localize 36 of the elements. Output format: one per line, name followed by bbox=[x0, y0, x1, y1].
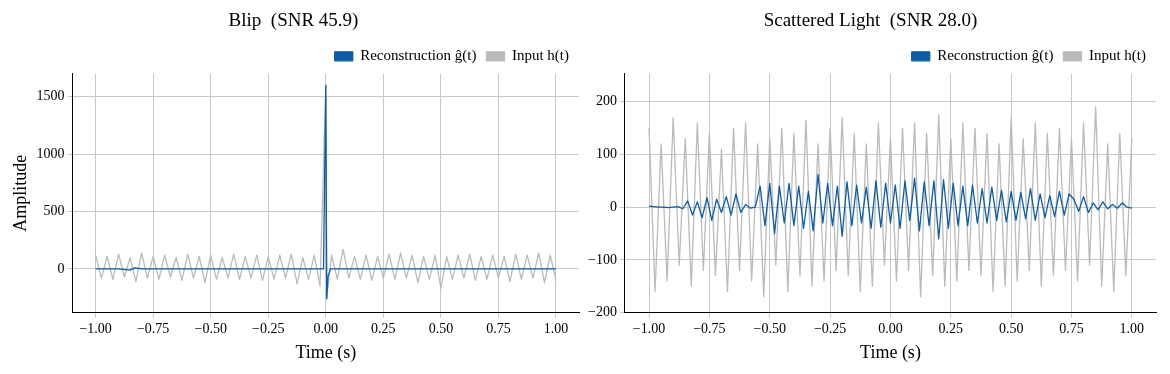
x-axis-title: Time (s) bbox=[860, 341, 921, 363]
legend-label: Input h(t) bbox=[1088, 47, 1147, 65]
x-tick-label: −0.75 bbox=[136, 320, 170, 336]
x-tick-label: 1.00 bbox=[543, 320, 569, 336]
x-tick-label: −0.75 bbox=[693, 320, 726, 336]
x-tick-label: 0.00 bbox=[878, 320, 903, 336]
x-tick-label: 0.50 bbox=[428, 320, 454, 336]
x-tick-label: −0.25 bbox=[252, 320, 285, 336]
y-axis-title: Amplitude bbox=[9, 154, 30, 232]
x-tick-label: −0.50 bbox=[753, 320, 786, 336]
y-tick-label: 0 bbox=[57, 260, 65, 276]
legend-label: Reconstruction ĝ(t) bbox=[360, 47, 477, 65]
y-tick-label: 1500 bbox=[36, 88, 65, 104]
x-tick-label: 0.75 bbox=[1059, 320, 1084, 336]
x-tick-label: 0.75 bbox=[486, 320, 511, 336]
x-tick-label: −0.25 bbox=[813, 320, 847, 336]
y-tick-label: −200 bbox=[587, 304, 617, 320]
y-tick-label: 200 bbox=[595, 93, 617, 109]
y-tick-label: 0 bbox=[609, 198, 617, 214]
x-tick-label: 1.00 bbox=[1119, 320, 1145, 336]
y-tick-label: 1000 bbox=[36, 145, 65, 161]
y-tick-label: 100 bbox=[595, 146, 617, 162]
x-tick-label: 0.25 bbox=[371, 320, 396, 336]
x-tick-label: 0.00 bbox=[313, 320, 339, 336]
x-tick-label: −1.00 bbox=[79, 320, 112, 336]
x-tick-label: −0.50 bbox=[194, 320, 227, 336]
x-tick-label: 0.25 bbox=[938, 320, 964, 336]
y-tick-label: −100 bbox=[587, 251, 617, 267]
chart-title: Scattered Light (SNR 28.0) bbox=[763, 9, 978, 32]
legend-label: Input h(t) bbox=[511, 47, 570, 65]
x-axis-title: Time (s) bbox=[295, 341, 357, 363]
legend-label: Reconstruction ĝ(t) bbox=[937, 47, 1054, 65]
x-tick-label: 0.50 bbox=[998, 320, 1024, 336]
y-tick-label: 500 bbox=[43, 203, 65, 219]
x-tick-label: −1.00 bbox=[632, 320, 666, 336]
chart-title: Blip (SNR 45.9) bbox=[228, 9, 359, 32]
